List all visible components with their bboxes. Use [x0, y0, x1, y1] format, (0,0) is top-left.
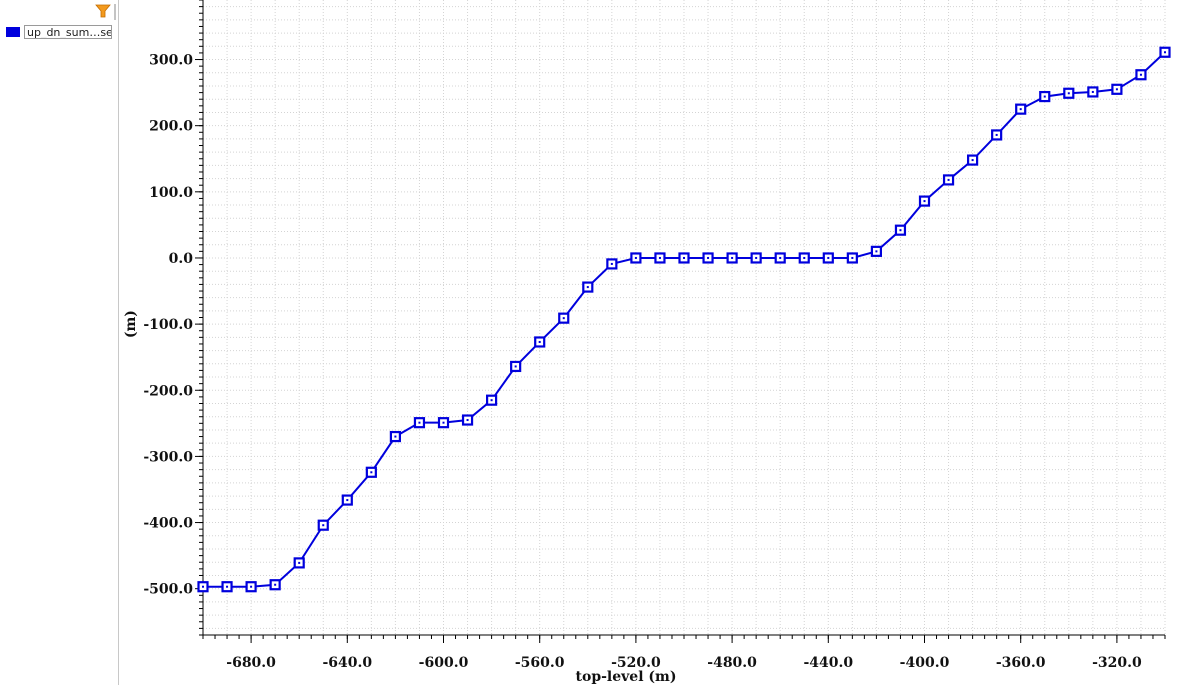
- data-point-center: [226, 585, 229, 588]
- data-point-center: [851, 256, 854, 259]
- labels-layer: -680.0 -640.0 -600.0 -560.0 -520.0 -480.0 -440…: [123, 53, 1142, 685]
- y-tick-label: -300.0: [143, 449, 193, 465]
- filter-funnel-icon[interactable]: [95, 4, 117, 20]
- data-point-center: [1067, 92, 1070, 95]
- y-tick-label: -100.0: [143, 317, 193, 333]
- x-tick-label: -320.0: [1092, 655, 1142, 671]
- x-tick-label: -480.0: [707, 655, 757, 671]
- y-tick-label: 0.0: [169, 251, 194, 267]
- y-tick-label: 300.0: [149, 53, 193, 69]
- data-point-center: [394, 435, 397, 438]
- series-layer: [197, 46, 1171, 593]
- data-point-center: [947, 178, 950, 181]
- data-point-center: [634, 256, 637, 259]
- y-axis-title: (m): [123, 310, 139, 338]
- data-point-center: [827, 256, 830, 259]
- data-point-center: [1043, 95, 1046, 98]
- data-point-center: [490, 399, 493, 402]
- data-point-center: [779, 256, 782, 259]
- data-point-center: [610, 262, 613, 265]
- data-point-center: [899, 229, 902, 232]
- x-tick-label: -360.0: [996, 655, 1046, 671]
- x-tick-label: -520.0: [611, 655, 661, 671]
- data-point-center: [1164, 51, 1166, 54]
- data-point-center: [731, 256, 734, 259]
- data-point-center: [658, 256, 661, 259]
- data-point-center: [346, 499, 349, 502]
- x-axis-title: top-level (m): [576, 669, 677, 685]
- x-tick-label: -440.0: [803, 655, 853, 671]
- data-point-center: [1139, 73, 1142, 76]
- legend-label: up_dn_sum…se: [24, 25, 112, 39]
- data-point-center: [202, 585, 204, 588]
- data-point-center: [538, 340, 541, 343]
- x-tick-label: -640.0: [322, 655, 372, 671]
- data-point-center: [586, 286, 589, 289]
- x-tick-label: -680.0: [226, 655, 276, 671]
- y-tick-label: -400.0: [143, 516, 193, 532]
- data-point-center: [514, 365, 517, 368]
- data-point-center: [322, 524, 325, 527]
- data-point-center: [923, 200, 926, 203]
- data-point-center: [995, 133, 998, 136]
- data-point-center: [1115, 88, 1118, 91]
- y-tick-label: -500.0: [143, 582, 193, 598]
- data-point-center: [466, 419, 469, 422]
- legend-swatch: [6, 27, 20, 37]
- data-point-center: [418, 421, 421, 424]
- y-tick-label: 200.0: [149, 119, 193, 135]
- data-point-center: [442, 421, 445, 424]
- data-point-center: [755, 256, 758, 259]
- axes-layer: [202, 0, 1165, 636]
- data-point-center: [1091, 90, 1094, 93]
- line-chart: -680.0 -640.0 -600.0 -560.0 -520.0 -480.0 -440…: [123, 0, 1171, 685]
- grid-layer: [202, 0, 1166, 635]
- legend-item[interactable]: up_dn_sum…se: [6, 24, 112, 40]
- data-point-center: [803, 256, 806, 259]
- ticks-layer: [195, 0, 1166, 643]
- x-tick-label: -560.0: [515, 655, 565, 671]
- data-point-center: [274, 583, 277, 586]
- x-tick-label: -600.0: [419, 655, 469, 671]
- data-point-center: [875, 250, 878, 253]
- data-point-center: [971, 159, 974, 162]
- data-point-center: [250, 585, 253, 588]
- data-point-center: [298, 561, 301, 564]
- legend-panel: up_dn_sum…se: [0, 0, 119, 685]
- data-point-center: [683, 256, 685, 259]
- x-tick-label: -400.0: [900, 655, 950, 671]
- data-point-center: [1019, 108, 1022, 111]
- data-point-center: [707, 256, 710, 259]
- y-tick-label: -200.0: [143, 383, 193, 399]
- y-tick-label: 100.0: [149, 185, 193, 201]
- data-point-center: [562, 317, 565, 320]
- data-point-center: [370, 471, 373, 474]
